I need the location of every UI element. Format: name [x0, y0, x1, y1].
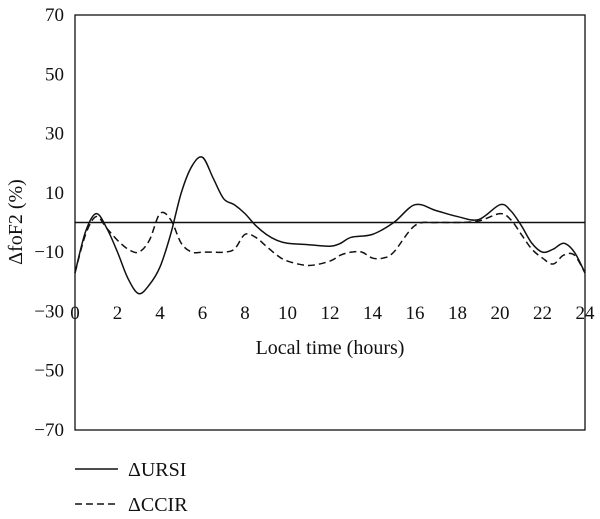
x-tick-label: 14	[363, 303, 383, 324]
x-tick-label: 16	[406, 303, 425, 324]
series-line-ursi	[74, 156, 586, 295]
x-tick-label: 8	[240, 303, 250, 324]
series-lines	[74, 156, 586, 295]
legend-label-ursi: ΔURSI	[128, 459, 186, 481]
legend-label-ccir: ΔCCIR	[128, 494, 188, 516]
x-tick-label: 12	[321, 303, 340, 324]
x-tick-label: 0	[70, 303, 80, 324]
y-axis-ticks: 70 50 30 10 −10 −30 −50 −70	[34, 5, 64, 441]
y-tick-label: 50	[45, 64, 64, 85]
x-tick-label: 22	[533, 303, 552, 324]
series-line-ccir	[74, 211, 586, 274]
y-axis-title: ΔfoF2 (%)	[5, 179, 27, 265]
x-tick-label: 24	[576, 303, 596, 324]
y-tick-label: −70	[34, 420, 64, 441]
y-tick-label: −10	[34, 242, 64, 263]
y-tick-label: 10	[45, 183, 64, 204]
x-axis-title: Local time (hours)	[256, 337, 405, 359]
y-tick-label: −50	[34, 361, 64, 382]
x-tick-label: 18	[448, 303, 467, 324]
legend: ΔURSI ΔCCIR	[75, 459, 188, 516]
y-tick-label: 30	[45, 124, 64, 145]
x-tick-label: 20	[491, 303, 510, 324]
x-tick-label: 2	[113, 303, 123, 324]
x-tick-label: 10	[278, 303, 297, 324]
x-axis-ticks: 0 2 4 6 8 10 12 14 16 18 20 22 24	[70, 303, 595, 324]
y-tick-label: 70	[45, 5, 64, 26]
x-tick-label: 4	[155, 303, 165, 324]
x-tick-label: 6	[198, 303, 208, 324]
y-tick-label: −30	[34, 301, 64, 322]
